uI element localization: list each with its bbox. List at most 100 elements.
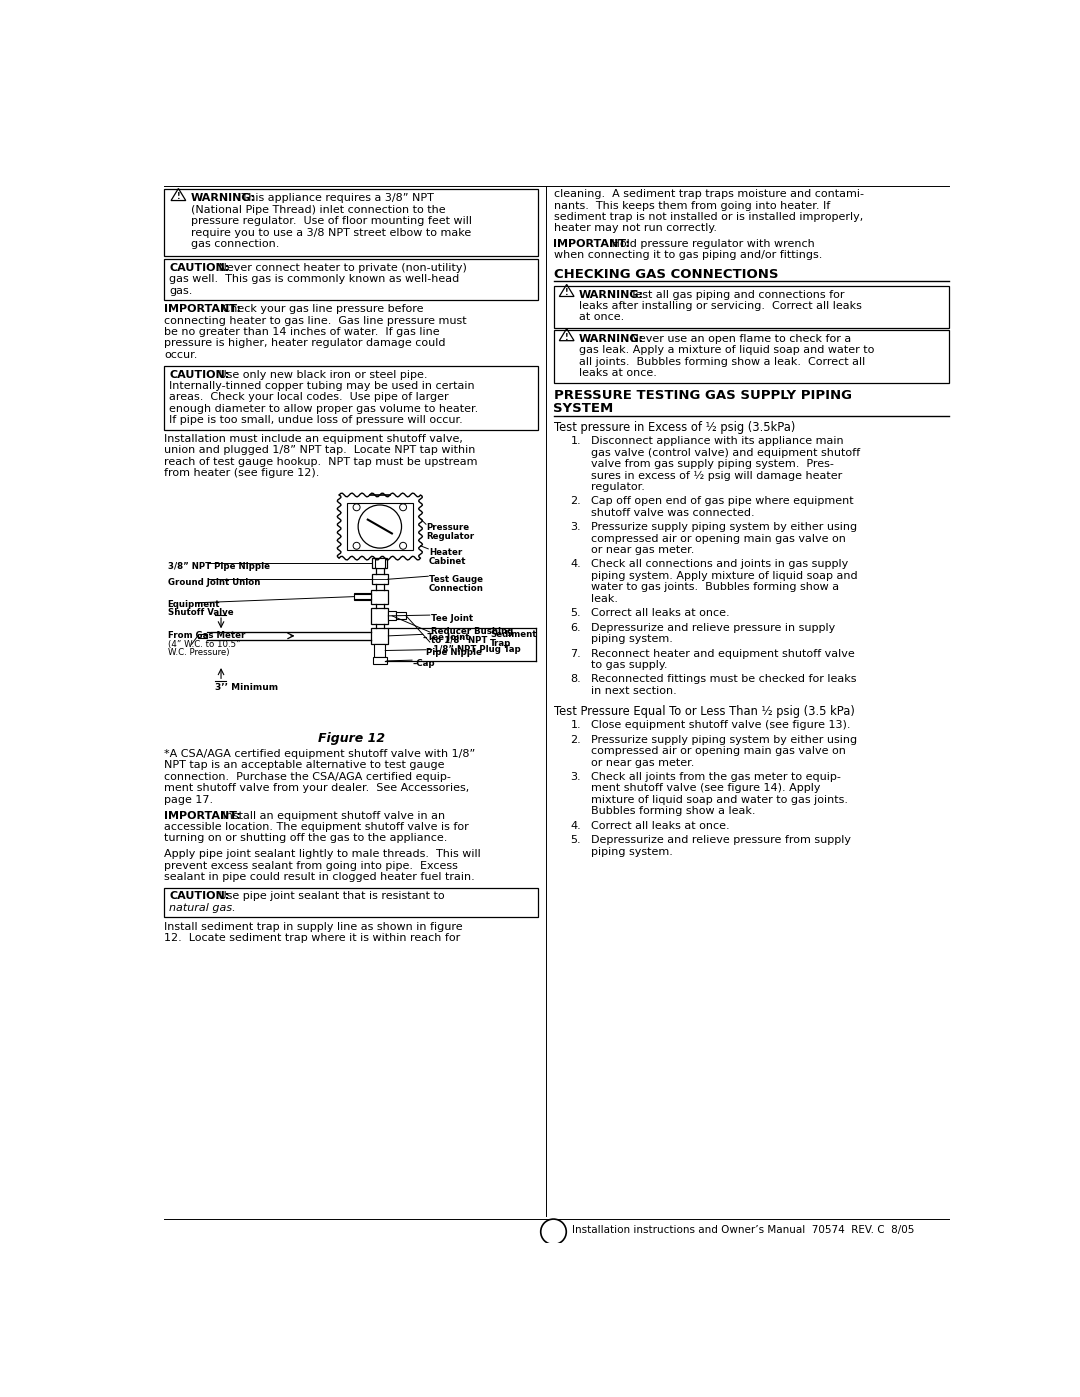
Text: Correct all leaks at once.: Correct all leaks at once. [591, 820, 729, 831]
Text: 6.: 6. [570, 623, 581, 633]
Text: If pipe is too small, undue loss of pressure will occur.: If pipe is too small, undue loss of pres… [170, 415, 463, 425]
Text: (National Pipe Thread) inlet connection to the: (National Pipe Thread) inlet connection … [191, 205, 445, 215]
Text: This appliance requires a 3/8” NPT: This appliance requires a 3/8” NPT [239, 193, 434, 204]
Text: gas leak. Apply a mixture of liquid soap and water to: gas leak. Apply a mixture of liquid soap… [579, 345, 875, 355]
Text: Check all connections and joints in gas supply: Check all connections and joints in gas … [591, 559, 848, 570]
Text: Cabinet: Cabinet [429, 556, 467, 566]
Text: leaks after installing or servicing.  Correct all leaks: leaks after installing or servicing. Cor… [579, 300, 862, 312]
Text: (4” W.C. to 10.5”: (4” W.C. to 10.5” [167, 640, 240, 648]
Text: CAUTION:: CAUTION: [170, 891, 229, 901]
Text: 5.: 5. [570, 608, 581, 617]
Text: Pressurize supply piping system by either using: Pressurize supply piping system by eithe… [591, 735, 856, 745]
Text: connecting heater to gas line.  Gas line pressure must: connecting heater to gas line. Gas line … [164, 316, 467, 326]
Text: SYSTEM: SYSTEM [554, 402, 613, 415]
Text: Test Gauge: Test Gauge [429, 576, 483, 584]
Text: Heater: Heater [429, 548, 462, 557]
Text: Cap off open end of gas pipe where equipment: Cap off open end of gas pipe where equip… [591, 496, 853, 506]
Text: 4.: 4. [570, 559, 581, 570]
Bar [554, 285, 948, 327]
Text: Install sediment trap in supply line as shown in figure: Install sediment trap in supply line as … [164, 922, 463, 932]
Bar [373, 559, 388, 569]
Text: ment shutoff valve (see figure 14). Apply: ment shutoff valve (see figure 14). Appl… [591, 784, 820, 793]
Text: Connection: Connection [429, 584, 484, 592]
Text: !: ! [565, 288, 568, 298]
Text: CAUTION:: CAUTION: [170, 370, 229, 380]
Text: ment shutoff valve from your dealer.  See Accessories,: ment shutoff valve from your dealer. See… [164, 784, 470, 793]
Text: page 17.: page 17. [164, 795, 214, 805]
Text: gas valve (control valve) and equipment shutoff: gas valve (control valve) and equipment … [591, 447, 860, 458]
Text: CAUTION:: CAUTION: [170, 263, 229, 272]
Text: W.C. Pressure): W.C. Pressure) [167, 648, 229, 657]
Text: 8.: 8. [570, 675, 581, 685]
Text: Disconnect appliance with its appliance main: Disconnect appliance with its appliance … [591, 436, 843, 446]
Text: Equipment: Equipment [167, 599, 220, 609]
Text: all joints.  Bubbles forming show a leak.  Correct all: all joints. Bubbles forming show a leak.… [579, 356, 865, 366]
Text: !: ! [565, 332, 568, 341]
Text: 4.: 4. [570, 820, 581, 831]
Text: Test all gas piping and connections for: Test all gas piping and connections for [626, 289, 845, 299]
Text: or near gas meter.: or near gas meter. [591, 757, 694, 767]
Text: Installation instructions and Owner’s Manual  70574  REV. C  8/05: Installation instructions and Owner’s Ma… [572, 1225, 915, 1235]
Text: IMPORTANT:: IMPORTANT: [164, 305, 241, 314]
Text: 3.: 3. [570, 773, 581, 782]
Bar [375, 644, 386, 658]
Text: be no greater than 14 inches of water.  If gas line: be no greater than 14 inches of water. I… [164, 327, 440, 337]
Text: 1.: 1. [570, 721, 581, 731]
Text: *A CSA/AGA certified equipment shutoff valve with 1/8”: *A CSA/AGA certified equipment shutoff v… [164, 749, 475, 759]
Text: natural gas.: natural gas. [170, 902, 235, 912]
Text: Internally-tinned copper tubing may be used in certain: Internally-tinned copper tubing may be u… [170, 381, 475, 391]
Bar [372, 629, 389, 644]
Text: −1/8” NPT Plug Tap: −1/8” NPT Plug Tap [426, 645, 521, 654]
Text: reach of test gauge hookup.  NPT tap must be upstream: reach of test gauge hookup. NPT tap must… [164, 457, 478, 467]
Text: from heater (see figure 12).: from heater (see figure 12). [164, 468, 320, 478]
Text: gas well.  This gas is commonly known as well-head: gas well. This gas is commonly known as … [170, 274, 459, 284]
Text: compressed air or opening main gas valve on: compressed air or opening main gas valve… [591, 534, 846, 543]
Text: Test pressure in Excess of ½ psig (3.5kPa): Test pressure in Excess of ½ psig (3.5kP… [554, 420, 795, 434]
Bar [347, 503, 413, 550]
Bar [372, 590, 389, 604]
Text: Correct all leaks at once.: Correct all leaks at once. [591, 608, 729, 617]
Text: 1.: 1. [570, 436, 581, 446]
Text: piping system. Apply mixture of liquid soap and: piping system. Apply mixture of liquid s… [591, 571, 858, 581]
Text: leak.: leak. [591, 594, 618, 604]
Text: to 1/8” NPT: to 1/8” NPT [431, 636, 487, 644]
Bar [372, 608, 389, 623]
Text: Bubbles forming show a leak.: Bubbles forming show a leak. [591, 806, 755, 816]
Bar [389, 612, 396, 620]
Text: regulator.: regulator. [591, 482, 645, 492]
Text: sealant in pipe could result in clogged heater fuel train.: sealant in pipe could result in clogged … [164, 872, 475, 883]
Text: Test Pressure Equal To or Less Than ½ psig (3.5 kPa): Test Pressure Equal To or Less Than ½ ps… [554, 705, 854, 718]
Text: WARNING:: WARNING: [579, 289, 644, 299]
Bar [198, 634, 207, 638]
Text: CHECKING GAS CONNECTIONS: CHECKING GAS CONNECTIONS [554, 268, 778, 281]
Bar [373, 658, 387, 665]
Text: Depressurize and relieve pressure in supply: Depressurize and relieve pressure in sup… [591, 623, 835, 633]
Text: Depressurize and relieve pressure from supply: Depressurize and relieve pressure from s… [591, 835, 851, 845]
Text: heater may not run correctly.: heater may not run correctly. [554, 224, 716, 233]
Text: Never use an open flame to check for a: Never use an open flame to check for a [626, 334, 851, 344]
Text: cleaning.  A sediment trap traps moisture and contami-: cleaning. A sediment trap traps moisture… [554, 189, 864, 200]
Text: Reconnected fittings must be checked for leaks: Reconnected fittings must be checked for… [591, 675, 856, 685]
Bar [373, 574, 388, 584]
Text: 8: 8 [550, 1225, 557, 1238]
Text: Use only new black iron or steel pipe.: Use only new black iron or steel pipe. [215, 370, 428, 380]
Bar [164, 189, 538, 256]
Text: gas.: gas. [170, 285, 192, 296]
Text: Sediment: Sediment [490, 630, 537, 640]
Bar [164, 258, 538, 300]
Text: –Tee Joint: –Tee Joint [423, 633, 470, 641]
Text: 2.: 2. [570, 496, 581, 506]
Text: –Cap: –Cap [411, 658, 434, 668]
Text: Reducer Bushing: Reducer Bushing [431, 627, 513, 636]
Text: Pressurize supply piping system by either using: Pressurize supply piping system by eithe… [591, 522, 856, 532]
Text: nants.  This keeps them from going into heater. If: nants. This keeps them from going into h… [554, 201, 829, 211]
Text: Pressure: Pressure [427, 522, 470, 532]
Bar [375, 559, 384, 569]
Text: gas connection.: gas connection. [191, 239, 279, 249]
Bar [554, 330, 948, 383]
Text: 5.: 5. [570, 835, 581, 845]
Text: IMPORTANT:: IMPORTANT: [164, 810, 241, 820]
Text: Pipe Nipple: Pipe Nipple [426, 648, 482, 657]
Text: shutoff valve was connected.: shutoff valve was connected. [591, 507, 754, 518]
Text: Figure 12: Figure 12 [318, 732, 384, 745]
